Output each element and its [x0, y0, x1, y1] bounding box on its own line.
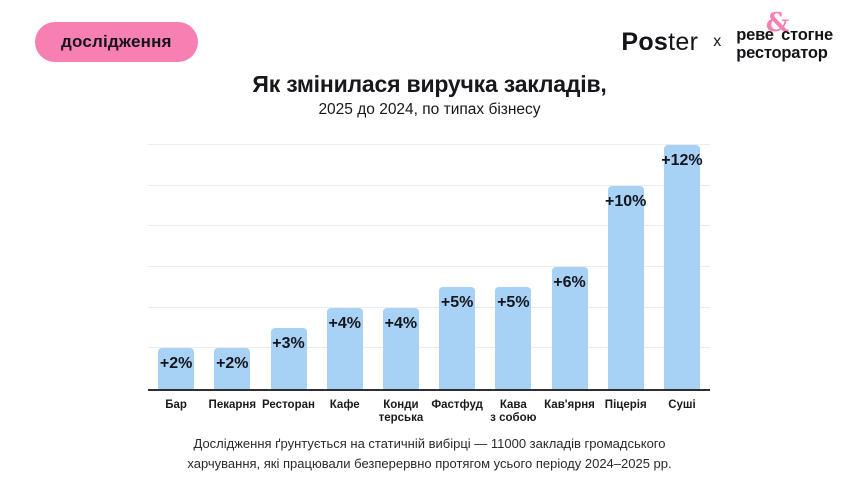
bar-column: +10% — [598, 145, 654, 389]
bar-column: +4% — [317, 145, 373, 389]
bar: +5% — [439, 287, 476, 389]
poster-logo: Poster — [621, 28, 698, 57]
x-axis-label: Кав'ярня — [544, 399, 595, 411]
bar-column: +2% — [148, 145, 204, 389]
partner-logo-word1: реве — [736, 25, 774, 44]
ampersand-icon: & — [765, 7, 790, 38]
x-axis-line — [148, 389, 710, 391]
bars-row: +2% +2% +3% +4% +4% +5% +5% +6% +10% +12% — [148, 145, 710, 389]
x-axis-label: Бар — [165, 399, 187, 411]
bar: +6% — [551, 267, 588, 389]
gridline — [148, 144, 710, 145]
x-axis-label: Ресторан — [262, 399, 315, 411]
bar-value-label: +5% — [440, 294, 474, 312]
partner-logo-word2: стогне — [781, 25, 833, 44]
gridline — [148, 347, 710, 349]
bar-value-label: +12% — [661, 152, 703, 169]
bar-value-label: +4% — [328, 314, 361, 332]
gridline — [148, 184, 710, 186]
poster-logo-light: ter — [668, 27, 699, 56]
bar: +2% — [158, 348, 195, 389]
bar-column: +5% — [485, 145, 541, 389]
bar: +2% — [214, 348, 251, 389]
collab-x-separator: x — [713, 33, 722, 50]
x-axis-label: Фастфуд — [431, 399, 483, 411]
bar-value-label: +4% — [384, 314, 418, 332]
bar: +3% — [270, 328, 307, 389]
bar: +12% — [661, 145, 703, 389]
bar-column: +6% — [541, 145, 597, 389]
methodology-note: Дослідження ґрунтується на статичній виб… — [187, 436, 672, 471]
bar: +4% — [326, 307, 363, 389]
bar-column: +3% — [260, 145, 316, 389]
gridline — [148, 225, 710, 227]
x-axis-label: Пекарня — [208, 399, 257, 411]
chart-subtitle: 2025 до 2024, по типах бізнесу — [318, 101, 541, 118]
x-axis-label: Кафе — [329, 399, 360, 411]
x-axis-labels: Бар Пекарня Ресторан Кафе Конди терська Фастф… — [148, 399, 710, 425]
partner-logo: реве&стогне ресторатор — [736, 10, 833, 62]
bar: +4% — [382, 307, 419, 389]
bar-column: +4% — [373, 145, 429, 389]
gridline — [148, 306, 710, 308]
research-badge: дослідження — [35, 22, 198, 62]
partner-logo-line1: реве&стогне — [736, 10, 833, 44]
x-axis-label: Суші — [668, 399, 696, 411]
bar-value-label: +5% — [497, 294, 530, 312]
header-logos: Poster x реве&стогне ресторатор — [621, 10, 833, 64]
x-axis-label: Піцерія — [604, 399, 647, 411]
bar-value-label: +2% — [216, 355, 249, 373]
bar-column: +2% — [204, 145, 260, 389]
bar: +5% — [495, 287, 532, 389]
chart-title: Як змінилася виручка закладів, — [252, 71, 607, 97]
poster-logo-bold: Pos — [621, 27, 669, 56]
bar-column: +12% — [654, 145, 710, 389]
x-axis-label: Конди терська — [378, 399, 424, 424]
grid-layer — [148, 144, 710, 389]
bar: +10% — [605, 185, 647, 389]
bar-value-label: +10% — [605, 192, 647, 210]
bar-value-label: +3% — [272, 335, 305, 352]
x-axis-label: Кава з собою — [490, 399, 537, 424]
bar-chart: +2% +2% +3% +4% +4% +5% +5% +6% +10% +12% — [148, 144, 710, 391]
bar-value-label: +6% — [553, 274, 586, 291]
bar-column: +5% — [429, 145, 485, 389]
bar-value-label: +2% — [159, 355, 193, 373]
partner-logo-line2: ресторатор — [736, 43, 828, 62]
gridline — [148, 266, 710, 267]
